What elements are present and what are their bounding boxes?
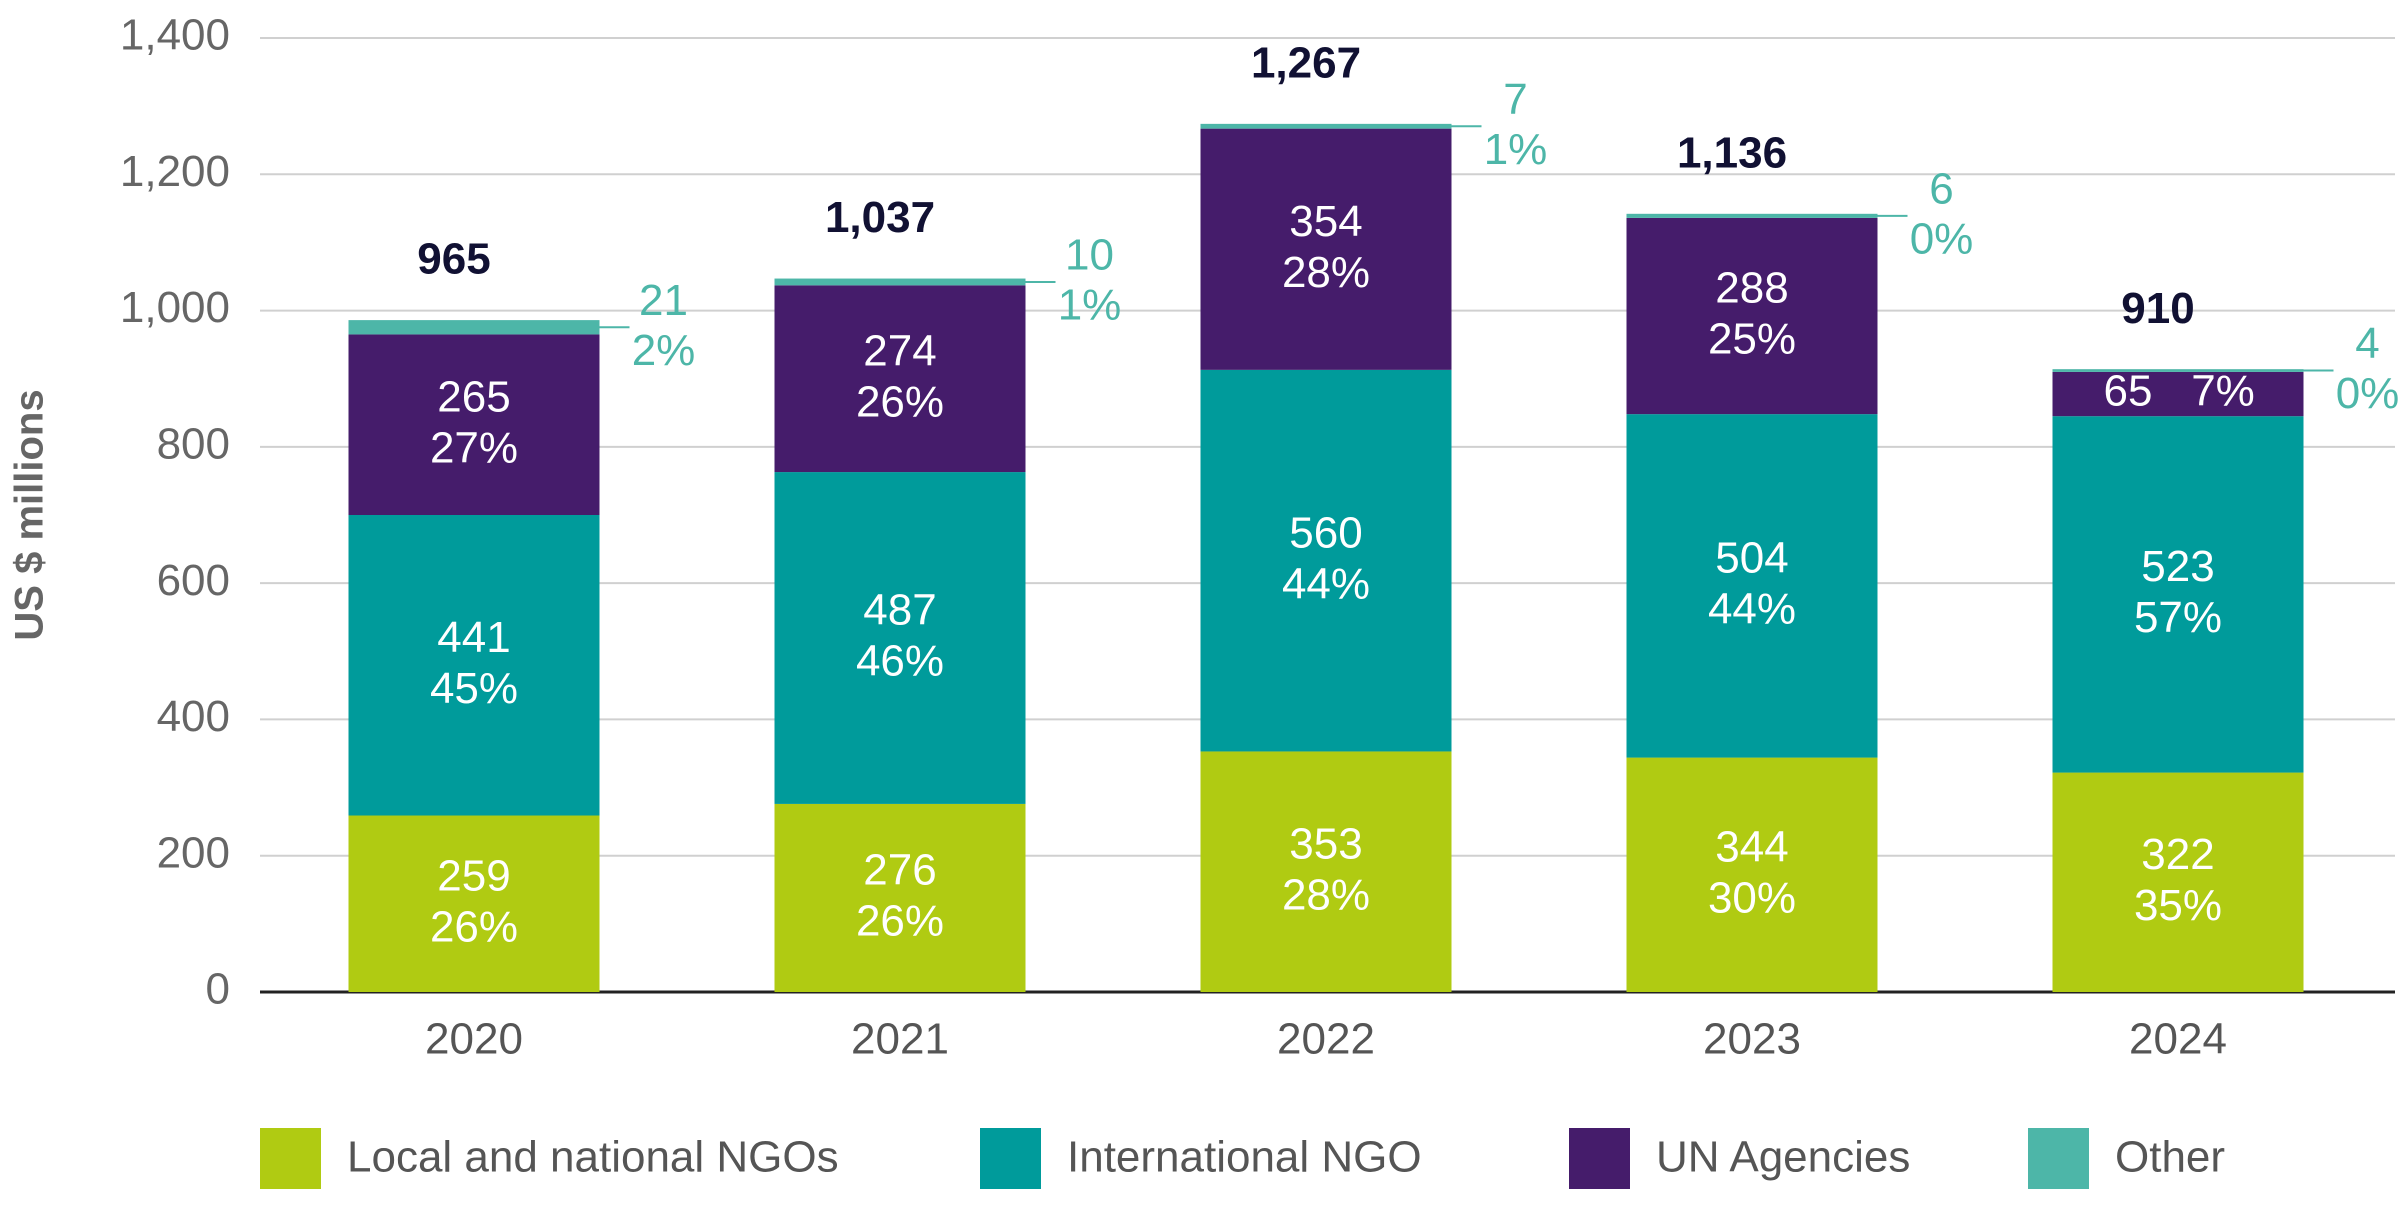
data-label: 7 bbox=[1503, 75, 1527, 124]
data-label: 523 bbox=[2141, 542, 2214, 591]
share-label: 2% bbox=[632, 326, 696, 375]
bar-segment bbox=[348, 320, 600, 335]
data-label: 560 bbox=[1289, 508, 1362, 557]
bar-segment bbox=[2052, 369, 2304, 372]
legend-swatch bbox=[2028, 1128, 2089, 1189]
bar-segment bbox=[774, 472, 1026, 804]
bar-segment bbox=[1200, 128, 1452, 370]
share-label: 25% bbox=[1708, 315, 1796, 364]
y-tick-label: 0 bbox=[206, 965, 230, 1014]
share-label: 28% bbox=[1282, 248, 1370, 297]
data-label: 487 bbox=[863, 586, 936, 635]
data-label: 353 bbox=[1289, 819, 1362, 868]
bar-segment bbox=[774, 285, 1026, 473]
bar-segment bbox=[1626, 213, 1878, 218]
data-label: 10 bbox=[1065, 231, 1114, 280]
total-label: 1,136 bbox=[1677, 128, 1787, 177]
bar-segment bbox=[774, 278, 1026, 286]
share-label: 44% bbox=[1282, 559, 1370, 608]
bar-segment bbox=[348, 334, 600, 515]
x-tick-label: 2023 bbox=[1703, 1015, 1801, 1064]
bar-segment bbox=[1626, 414, 1878, 758]
data-label: 274 bbox=[863, 326, 936, 375]
data-label: 259 bbox=[437, 851, 510, 900]
x-tick-label: 2024 bbox=[2129, 1015, 2227, 1064]
y-tick-label: 1,200 bbox=[120, 147, 230, 196]
data-label: 4 bbox=[2355, 319, 2379, 368]
data-label: 322 bbox=[2141, 830, 2214, 879]
share-label: 35% bbox=[2134, 881, 2222, 930]
share-label: 0% bbox=[1910, 214, 1974, 263]
bar-segment bbox=[1200, 751, 1452, 992]
data-label: 265 bbox=[437, 372, 510, 421]
y-tick-label: 1,400 bbox=[120, 11, 230, 60]
bar-segment bbox=[2052, 416, 2304, 773]
bar-segment bbox=[348, 515, 600, 816]
share-label: 1% bbox=[1484, 125, 1548, 174]
legend-label: Local and national NGOs bbox=[347, 1133, 839, 1182]
share-label: 26% bbox=[856, 897, 944, 946]
total-label: 910 bbox=[2121, 284, 2194, 333]
data-label: 276 bbox=[863, 846, 936, 895]
y-tick-label: 400 bbox=[157, 692, 230, 741]
bar-segment bbox=[1626, 217, 1878, 415]
share-label: 57% bbox=[2134, 593, 2222, 642]
data-label: 441 bbox=[437, 613, 510, 662]
legend-label: International NGO bbox=[1067, 1133, 1422, 1182]
share-label: 26% bbox=[856, 377, 944, 426]
bar-segment bbox=[2052, 772, 2304, 992]
share-label: 0% bbox=[2336, 369, 2400, 418]
total-label: 1,267 bbox=[1251, 38, 1361, 87]
y-tick-label: 800 bbox=[157, 419, 230, 468]
data-label: 65 bbox=[2104, 367, 2153, 416]
share-label: 30% bbox=[1708, 873, 1796, 922]
share-label: 7% bbox=[2191, 367, 2255, 416]
legend-label: UN Agencies bbox=[1656, 1133, 1910, 1182]
y-tick-label: 200 bbox=[157, 828, 230, 877]
total-label: 965 bbox=[417, 235, 490, 284]
bar-segment bbox=[348, 815, 600, 992]
data-label: 288 bbox=[1715, 264, 1788, 313]
data-label: 21 bbox=[639, 276, 688, 325]
bar-segment bbox=[1626, 757, 1878, 992]
share-label: 28% bbox=[1282, 870, 1370, 919]
y-tick-label: 1,000 bbox=[120, 283, 230, 332]
x-tick-label: 2021 bbox=[851, 1015, 949, 1064]
share-label: 44% bbox=[1708, 584, 1796, 633]
y-tick-label: 600 bbox=[157, 556, 230, 605]
y-axis-title: US $ millions bbox=[8, 389, 52, 640]
bar-segment bbox=[1200, 123, 1452, 129]
legend-swatch bbox=[1569, 1128, 1630, 1189]
data-label: 354 bbox=[1289, 197, 1362, 246]
share-label: 46% bbox=[856, 637, 944, 686]
data-label: 6 bbox=[1929, 164, 1953, 213]
data-label: 504 bbox=[1715, 533, 1788, 582]
share-label: 27% bbox=[430, 423, 518, 472]
legend-swatch bbox=[980, 1128, 1041, 1189]
share-label: 45% bbox=[430, 664, 518, 713]
bar-segment bbox=[1200, 369, 1452, 752]
bar-segment bbox=[2052, 371, 2304, 417]
x-tick-label: 2022 bbox=[1277, 1015, 1375, 1064]
bar-segment bbox=[774, 803, 1026, 992]
share-label: 26% bbox=[430, 902, 518, 951]
share-label: 1% bbox=[1058, 281, 1122, 330]
legend-label: Other bbox=[2115, 1133, 2225, 1182]
total-label: 1,037 bbox=[825, 193, 935, 242]
x-tick-label: 2020 bbox=[425, 1015, 523, 1064]
legend-swatch bbox=[260, 1128, 321, 1189]
data-label: 344 bbox=[1715, 822, 1788, 871]
